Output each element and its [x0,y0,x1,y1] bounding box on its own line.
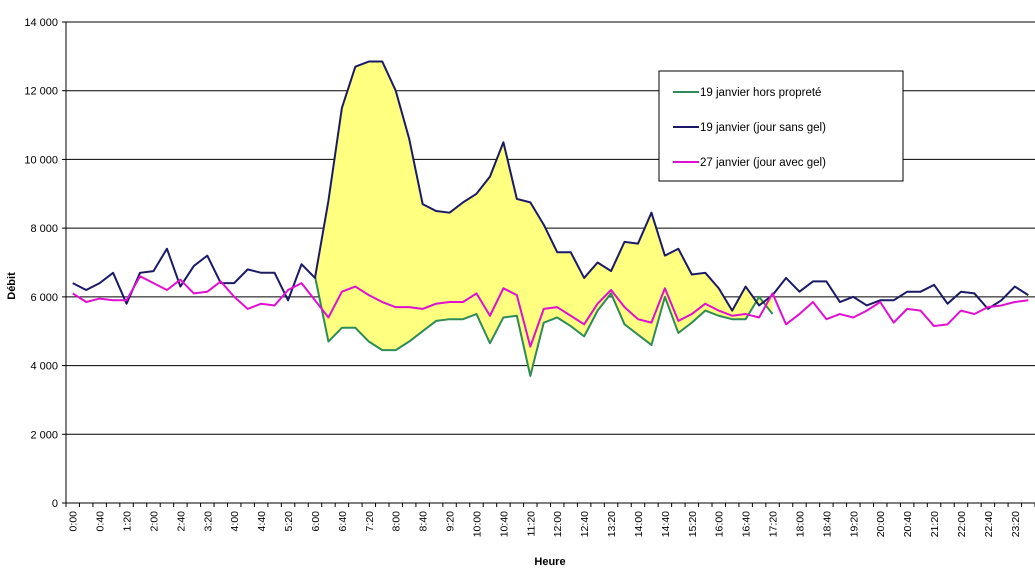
x-tick-label-31: 20:40 [902,511,914,537]
x-tick-label-32: 21:20 [929,511,941,537]
y-tick-label-6: 12 000 [24,86,58,98]
x-tick-label-1: 0:40 [95,511,107,532]
axes [62,21,1035,507]
x-tick-label-11: 7:20 [364,511,376,532]
y-tick-label-7: 14 000 [24,17,58,29]
x-tick-label-23: 15:20 [687,511,699,537]
x-tick-label-26: 17:20 [768,511,780,537]
x-tick-label-33: 22:00 [956,511,968,537]
x-tick-label-4: 2:40 [175,511,187,532]
y-tick-label-1: 2 000 [30,429,58,441]
legend-label-2: 27 janvier (jour avec gel) [700,157,826,169]
x-tick-label-16: 10:40 [498,511,510,537]
x-tick-label-22: 14:40 [660,511,672,537]
x-tick-label-12: 8:00 [391,511,403,532]
y-tick-label-4: 8 000 [30,223,58,235]
x-tick-label-30: 20:00 [875,511,887,537]
x-tick-label-20: 13:20 [606,511,618,537]
series-line-1 [72,60,1029,312]
x-tick-label-7: 4:40 [256,511,268,532]
x-tick-label-6: 4:00 [229,511,241,532]
x-tick-label-9: 6:00 [310,511,322,532]
series-line-0 [314,276,774,377]
y-tick-label-5: 10 000 [24,154,58,166]
y-tick-label-0: 0 [52,498,58,510]
x-tick-label-14: 9:20 [445,511,457,532]
x-axis-label: Heure [534,556,565,568]
x-tick-label-29: 19:20 [848,511,860,537]
x-tick-label-25: 16:40 [741,511,753,537]
legend: 19 janvier hors propreté 19 janvier (jour… [658,70,904,182]
x-tick-label-21: 14:00 [633,511,645,537]
fill-area-between-series [314,61,773,376]
x-tick-label-27: 18:00 [794,511,806,537]
series-line-2 [72,275,1029,348]
x-tick-label-17: 11:20 [525,511,537,537]
x-tick-label-5: 3:20 [202,511,214,532]
series-lines [72,60,1029,377]
x-tick-label-10: 6:40 [337,511,349,532]
y-tick-label-3: 6 000 [30,292,58,304]
x-tick-label-2: 1:20 [122,511,134,532]
legend-box [658,70,904,182]
x-tick-labels: 0:00 0:40 1:20 2:00 2:40 3:20 4:00 4:40 5:20 6:00… [68,511,1022,537]
x-tick-label-19: 12:40 [579,511,591,537]
x-tick-label-13: 8:40 [418,511,430,532]
x-tick-label-18: 12:00 [552,511,564,537]
x-tick-label-34: 22:40 [983,511,995,537]
x-tick-label-15: 10:00 [471,511,483,537]
legend-label-1: 19 janvier (jour sans gel) [700,122,826,134]
x-tick-label-28: 18:40 [821,511,833,537]
legend-label-0: 19 janvier hors propreté [700,87,821,99]
x-tick-label-8: 5:20 [283,511,295,532]
x-tick-label-3: 2:00 [148,511,160,532]
x-tick-label-0: 0:00 [68,511,80,532]
y-tick-labels: 0 2 000 4 000 6 000 8 000 10 000 12 000 14 000 [24,17,58,510]
y-tick-label-2: 4 000 [30,361,58,373]
x-tick-label-35: 23:20 [1010,511,1022,537]
y-axis-label: Débit [6,272,18,300]
x-tick-label-24: 16:00 [714,511,726,537]
